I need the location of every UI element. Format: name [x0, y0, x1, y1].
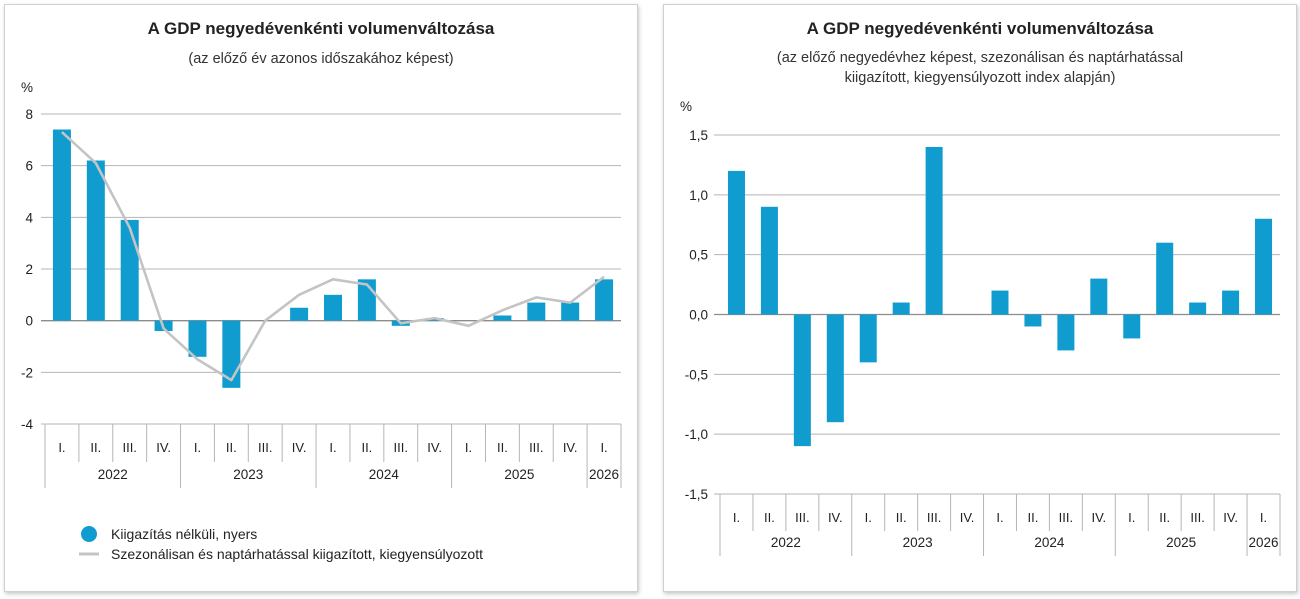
bar	[826, 314, 844, 423]
bar	[527, 302, 546, 321]
category-label: III.	[394, 440, 408, 455]
chart-title: A GDP negyedévenkénti volumenváltozása	[148, 19, 495, 38]
y-tick-label: 0,0	[689, 308, 708, 323]
category-label: I.	[1260, 510, 1267, 525]
y-axis-unit-label: %	[21, 80, 33, 95]
category-label: II.	[226, 440, 237, 455]
chart-quarterly-change: A GDP negyedévenkénti volumenváltozása (a…	[680, 19, 1281, 556]
category-label: III.	[258, 440, 272, 455]
category-label: I.	[329, 440, 336, 455]
bar	[1189, 302, 1207, 315]
category-label: II.	[1159, 510, 1170, 525]
bar	[1057, 314, 1075, 351]
bar	[52, 129, 71, 321]
chart-panel-quarterly: A GDP negyedévenkénti volumenváltozása (a…	[663, 4, 1297, 592]
y-tick-label: -1,5	[685, 487, 708, 502]
y-tick-label: -2	[21, 365, 33, 380]
year-label: 2022	[98, 467, 128, 482]
y-tick-label: -0,5	[685, 367, 708, 382]
legend-label: Kiigazítás nélküli, nyers	[111, 526, 257, 542]
year-label: 2022	[771, 535, 801, 550]
category-label: IV.	[1091, 510, 1106, 525]
category-label: I.	[1128, 510, 1135, 525]
y-tick-label: 8	[25, 107, 33, 122]
y-tick-label: 4	[25, 210, 33, 225]
category-label: I.	[600, 440, 607, 455]
category-label: IV.	[427, 440, 442, 455]
category-label: II.	[1028, 510, 1039, 525]
bar	[1222, 290, 1240, 315]
y-axis-unit-label: %	[680, 99, 692, 114]
category-label: I.	[733, 510, 740, 525]
year-label: 2025	[504, 467, 534, 482]
category-label: IV.	[960, 510, 975, 525]
bar	[760, 206, 778, 315]
category-label: IV.	[292, 440, 307, 455]
category-label: IV.	[828, 510, 843, 525]
legend-label: Szezonálisan és naptárhatással kiigazíto…	[111, 546, 483, 562]
category-label: III.	[1059, 510, 1073, 525]
chart-subtitle: kiigazított, kiegyensúlyozott index alap…	[845, 70, 1116, 86]
category-label: I.	[58, 440, 65, 455]
bar	[793, 314, 811, 447]
bar	[892, 302, 910, 315]
category-label: II.	[497, 440, 508, 455]
category-label: III.	[1190, 510, 1204, 525]
y-tick-label: 2	[25, 262, 33, 277]
bar	[120, 219, 139, 321]
chart-subtitle: (az előző negyedévhez képest, szezonális…	[777, 50, 1183, 66]
chart-panel-annual: A GDP negyedévenkénti volumenváltozása (a…	[4, 4, 638, 592]
year-label: 2023	[233, 467, 263, 482]
chart-annual-change: A GDP negyedévenkénti volumenváltozása (a…	[21, 19, 622, 562]
bar	[561, 302, 580, 321]
y-tick-label: 0,5	[689, 248, 708, 263]
bar	[727, 170, 745, 315]
bar	[859, 314, 877, 363]
category-label: II.	[361, 440, 372, 455]
year-label: 2023	[903, 535, 933, 550]
y-tick-label: -1,0	[685, 427, 708, 442]
category-label: I.	[996, 510, 1003, 525]
chart-title: A GDP negyedévenkénti volumenváltozása	[807, 19, 1154, 38]
y-tick-label: 1,5	[689, 128, 708, 143]
bar	[290, 307, 309, 321]
bar	[595, 279, 614, 321]
bar	[1090, 278, 1108, 315]
category-label: III.	[122, 440, 136, 455]
year-label: 2026	[1249, 535, 1279, 550]
year-label: 2024	[1034, 535, 1065, 550]
bar	[324, 294, 342, 321]
bar	[1123, 314, 1141, 339]
y-tick-label: 6	[25, 159, 33, 174]
bar	[86, 160, 105, 321]
category-label: III.	[529, 440, 543, 455]
category-label: III.	[927, 510, 941, 525]
category-label: I.	[465, 440, 472, 455]
bar	[1255, 218, 1273, 315]
chart-subtitle: (az előző év azonos időszakához képest)	[188, 51, 453, 67]
bar	[1024, 314, 1042, 327]
year-label: 2025	[1166, 535, 1196, 550]
y-tick-label: -4	[21, 417, 33, 432]
year-label: 2024	[369, 467, 400, 482]
year-label: 2026	[589, 467, 619, 482]
category-label: IV.	[563, 440, 578, 455]
bar	[991, 290, 1009, 315]
y-tick-label: 0	[25, 314, 33, 329]
category-label: IV.	[156, 440, 171, 455]
category-label: I.	[194, 440, 201, 455]
category-label: IV.	[1223, 510, 1238, 525]
legend-marker-bar	[81, 526, 97, 542]
category-label: III.	[795, 510, 809, 525]
category-label: I.	[865, 510, 872, 525]
bar	[1156, 242, 1174, 315]
category-label: II.	[764, 510, 775, 525]
category-label: II.	[90, 440, 101, 455]
bar	[925, 146, 943, 315]
category-label: II.	[896, 510, 907, 525]
series-line	[61, 131, 605, 382]
bar	[493, 315, 512, 321]
y-tick-label: 1,0	[689, 188, 708, 203]
bar	[188, 320, 207, 357]
